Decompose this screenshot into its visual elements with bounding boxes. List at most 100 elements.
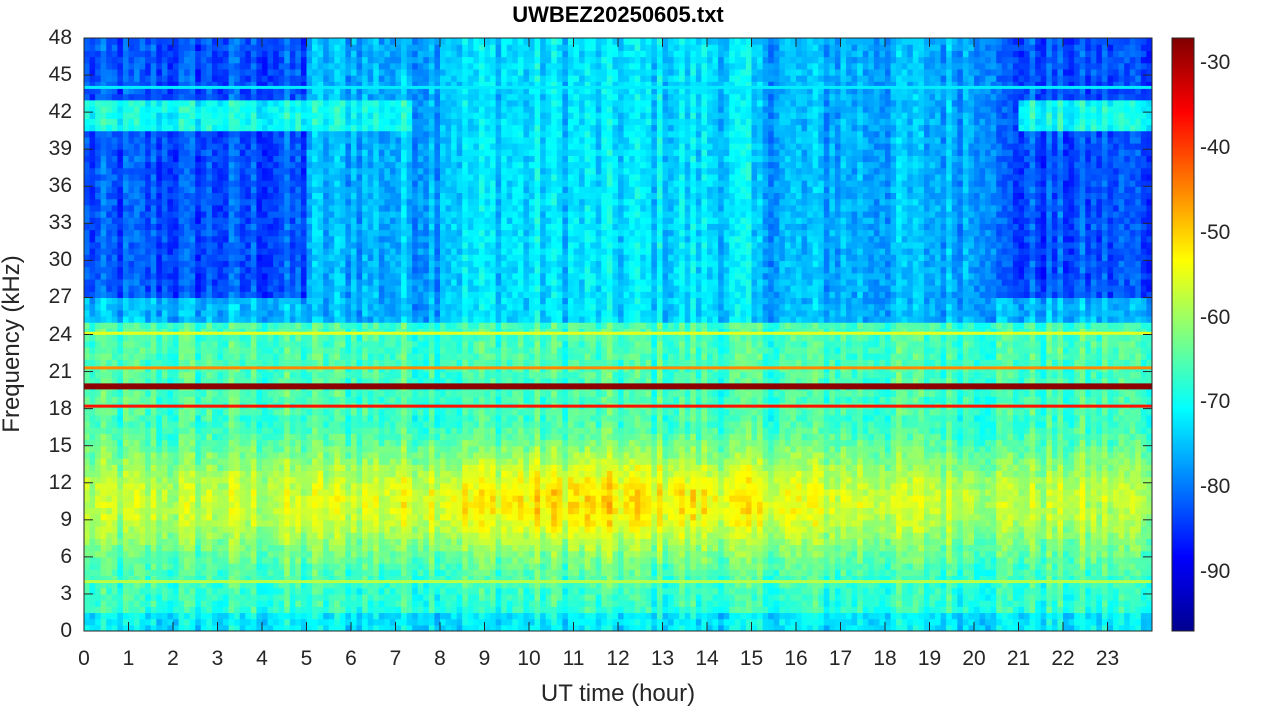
heatmap-cell: [206, 359, 213, 366]
heatmap-cell: [150, 464, 157, 471]
heatmap-cell: [145, 322, 152, 329]
heatmap-cell: [250, 241, 258, 249]
heatmap-cell: [173, 538, 180, 546]
heatmap-cell: [228, 519, 235, 527]
heatmap-cell: [95, 303, 102, 311]
heatmap-cell: [300, 464, 308, 471]
heatmap-cell: [239, 600, 246, 607]
heatmap-cell: [100, 217, 107, 224]
heatmap-cell: [84, 359, 91, 366]
heatmap-cell: [150, 618, 157, 626]
heatmap-cell: [250, 87, 258, 95]
heatmap-cell: [267, 254, 274, 261]
heatmap-cell: [139, 105, 146, 113]
heatmap-cell: [111, 587, 118, 595]
heatmap-cell: [122, 606, 130, 614]
heatmap-cell: [156, 340, 163, 348]
heatmap-cell: [356, 248, 363, 255]
heatmap-cell: [245, 217, 252, 224]
heatmap-cell: [217, 149, 224, 156]
heatmap-cell: [128, 353, 135, 360]
heatmap-cell: [284, 272, 291, 280]
heatmap-cell: [167, 303, 174, 311]
heatmap-cell: [362, 346, 369, 354]
heatmap-cell: [334, 513, 341, 521]
heatmap-cell: [106, 186, 113, 194]
heatmap-cell: [351, 563, 358, 570]
heatmap-cell: [228, 167, 235, 175]
heatmap-cell: [178, 328, 185, 336]
heatmap-cell: [367, 62, 374, 70]
heatmap-cell: [217, 56, 224, 64]
heatmap-cell: [351, 328, 358, 336]
heatmap-cell: [211, 173, 219, 181]
heatmap-cell: [211, 563, 219, 570]
heatmap-cell: [134, 420, 141, 428]
heatmap-cell: [111, 272, 118, 280]
heatmap-cell: [250, 315, 258, 323]
heatmap-cell: [267, 105, 274, 113]
heatmap-cell: [267, 532, 274, 539]
heatmap-cell: [339, 130, 347, 138]
heatmap-cell: [206, 297, 213, 305]
heatmap-cell: [178, 451, 185, 459]
heatmap-cell: [367, 149, 374, 156]
heatmap-cell: [300, 340, 308, 348]
heatmap-cell: [161, 62, 169, 70]
heatmap-cell: [89, 334, 96, 342]
heatmap-cell: [167, 563, 174, 570]
heatmap-cell: [206, 118, 213, 126]
heatmap-cell: [306, 167, 313, 175]
heatmap-cell: [362, 507, 369, 515]
heatmap-cell: [167, 420, 174, 428]
heatmap-cell: [250, 427, 258, 434]
heatmap-cell: [106, 38, 113, 45]
heatmap-cell: [317, 624, 324, 631]
heatmap-cell: [145, 464, 152, 471]
heatmap-cell: [345, 204, 352, 212]
heatmap-cell: [111, 291, 118, 299]
heatmap-cell: [250, 346, 258, 354]
heatmap-cell: [145, 124, 152, 132]
heatmap-cell: [167, 56, 174, 64]
heatmap-cell: [356, 272, 363, 280]
heatmap-cell: [351, 476, 358, 484]
heatmap-cell: [328, 464, 335, 471]
heatmap-cell: [328, 309, 335, 317]
heatmap-cell: [356, 569, 363, 577]
heatmap-cell: [184, 451, 191, 459]
heatmap-cell: [111, 217, 118, 224]
heatmap-cell: [245, 433, 252, 441]
heatmap-cell: [278, 260, 285, 268]
heatmap-cell: [173, 513, 180, 521]
heatmap-cell: [312, 161, 319, 169]
heatmap-cell: [89, 581, 96, 589]
heatmap-cell: [339, 173, 347, 181]
heatmap-cell: [184, 433, 191, 441]
heatmap-cell: [362, 38, 369, 45]
heatmap-cell: [323, 612, 330, 620]
heatmap-cell: [300, 309, 308, 317]
heatmap-cell: [173, 328, 180, 336]
heatmap-cell: [256, 445, 263, 453]
heatmap-cell: [122, 44, 130, 51]
heatmap-cell: [312, 278, 319, 286]
heatmap-cell: [156, 334, 163, 342]
heatmap-cell: [367, 501, 374, 509]
heatmap-cell: [111, 606, 118, 614]
heatmap-cell: [273, 235, 280, 243]
heatmap-cell: [173, 476, 180, 484]
heatmap-cell: [334, 519, 341, 527]
heatmap-cell: [317, 359, 324, 366]
heatmap-cell: [362, 62, 369, 70]
heatmap-cell: [150, 458, 157, 465]
heatmap-cell: [250, 248, 258, 255]
heatmap-cell: [95, 136, 102, 144]
heatmap-cell: [184, 396, 191, 404]
heatmap-cell: [356, 322, 363, 329]
heatmap-cell: [106, 87, 113, 95]
heatmap-cell: [195, 254, 202, 261]
heatmap-cell: [106, 68, 113, 76]
heatmap-cell: [345, 248, 352, 255]
heatmap-cell: [134, 266, 141, 274]
